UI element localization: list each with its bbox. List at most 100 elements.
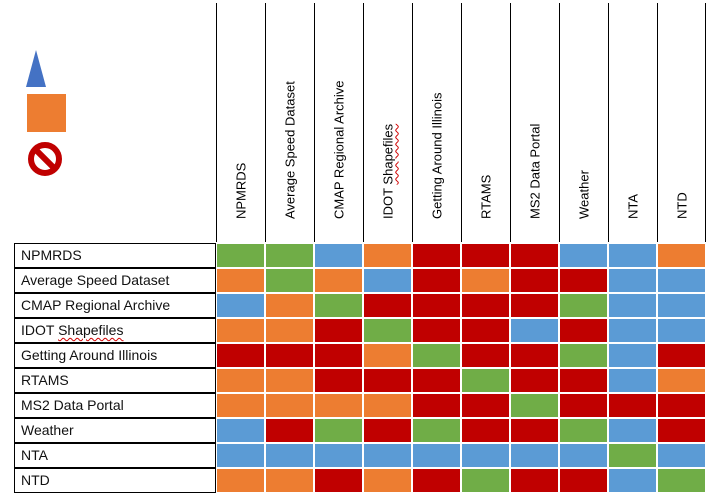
matrix-cell (511, 344, 558, 367)
legend (26, 50, 66, 176)
matrix-cell (413, 244, 460, 267)
matrix-cell (462, 469, 509, 492)
matrix-cell (315, 444, 362, 467)
matrix-cell (266, 444, 313, 467)
matrix-cell (364, 319, 411, 342)
matrix-cell (511, 444, 558, 467)
matrix-cell (658, 319, 705, 342)
matrix-cell (364, 244, 411, 267)
matrix-cell (266, 319, 313, 342)
matrix-cell (462, 319, 509, 342)
matrix-cell (511, 294, 558, 317)
matrix-cell (364, 419, 411, 442)
column-header-2: CMAP Regional Archive (314, 3, 363, 242)
matrix-cell (560, 319, 607, 342)
matrix-cell (364, 444, 411, 467)
matrix-cell (217, 469, 264, 492)
column-header-6: MS2 Data Portal (510, 3, 559, 242)
matrix-cell (266, 394, 313, 417)
matrix-cell (217, 394, 264, 417)
matrix-cell (364, 294, 411, 317)
column-header-3: IDOT Shapefiles (363, 3, 412, 242)
matrix-cell (462, 444, 509, 467)
matrix-cell (217, 369, 264, 392)
matrix-cell (462, 419, 509, 442)
row-label: Weather (14, 418, 216, 443)
matrix-cell (315, 269, 362, 292)
matrix-cell (560, 419, 607, 442)
matrix-cell (364, 369, 411, 392)
matrix-cell (413, 369, 460, 392)
matrix-cell (658, 244, 705, 267)
row-label: NPMRDS (14, 243, 216, 268)
column-header-8: NTA (608, 3, 657, 242)
matrix-cell (658, 294, 705, 317)
matrix-cell (658, 344, 705, 367)
matrix-cell (560, 269, 607, 292)
row-label: RTAMS (14, 368, 216, 393)
matrix-cell (364, 269, 411, 292)
matrix-cell (462, 369, 509, 392)
column-header-label: NTA (625, 193, 641, 219)
matrix-cell (658, 269, 705, 292)
matrix-cell (609, 419, 656, 442)
matrix-cell (462, 244, 509, 267)
matrix-cell (266, 269, 313, 292)
column-header-label: NTD (674, 192, 689, 219)
matrix-cell (658, 394, 705, 417)
matrix-cell (315, 419, 362, 442)
matrix-cell (315, 244, 362, 267)
matrix-cell (511, 269, 558, 292)
matrix-cell (511, 369, 558, 392)
matrix-cell (511, 319, 558, 342)
column-header-5: RTAMS (461, 3, 510, 242)
matrix-cell (413, 294, 460, 317)
matrix-cell (609, 294, 656, 317)
column-header-label: NPMRDS (233, 162, 249, 219)
matrix-cell (217, 244, 264, 267)
matrix-cell (413, 319, 460, 342)
matrix-cell (609, 394, 656, 417)
matrix-cell (413, 444, 460, 467)
column-header-label: MS2 Data Portal (527, 123, 543, 219)
matrix-cell (609, 319, 656, 342)
column-header-label: Weather (576, 170, 592, 219)
column-header-label: Getting Around Illinois (429, 92, 445, 219)
column-header-label: RTAMS (478, 174, 494, 219)
matrix-cell (511, 419, 558, 442)
matrix-cell (609, 469, 656, 492)
matrix-cell (560, 344, 607, 367)
row-label: NTA (14, 443, 216, 468)
matrix-cell (364, 344, 411, 367)
matrix-cell (413, 419, 460, 442)
matrix-cell (462, 294, 509, 317)
matrix-cell (315, 294, 362, 317)
matrix-cell (266, 419, 313, 442)
matrix-cell (462, 269, 509, 292)
matrix-cell (315, 469, 362, 492)
matrix-cell (560, 244, 607, 267)
row-label: Average Speed Dataset (14, 268, 216, 293)
column-header-4: Getting Around Illinois (412, 3, 461, 242)
matrix-cell (266, 369, 313, 392)
matrix-cell (364, 394, 411, 417)
matrix-cell (609, 344, 656, 367)
column-header-label: Average Speed Dataset (282, 81, 298, 219)
matrix-cell (364, 469, 411, 492)
matrix-cell (462, 344, 509, 367)
matrix-cell (658, 369, 705, 392)
matrix-cell (217, 444, 264, 467)
row-label: NTD (14, 468, 216, 493)
matrix-cell (266, 244, 313, 267)
matrix-cell (560, 469, 607, 492)
matrix-cell (511, 469, 558, 492)
matrix-cell (658, 419, 705, 442)
matrix-cell (560, 369, 607, 392)
matrix-cell (266, 469, 313, 492)
matrix-cell (413, 344, 460, 367)
matrix-cell (217, 269, 264, 292)
matrix-cell (609, 244, 656, 267)
matrix-cell (217, 294, 264, 317)
matrix-cell (266, 294, 313, 317)
